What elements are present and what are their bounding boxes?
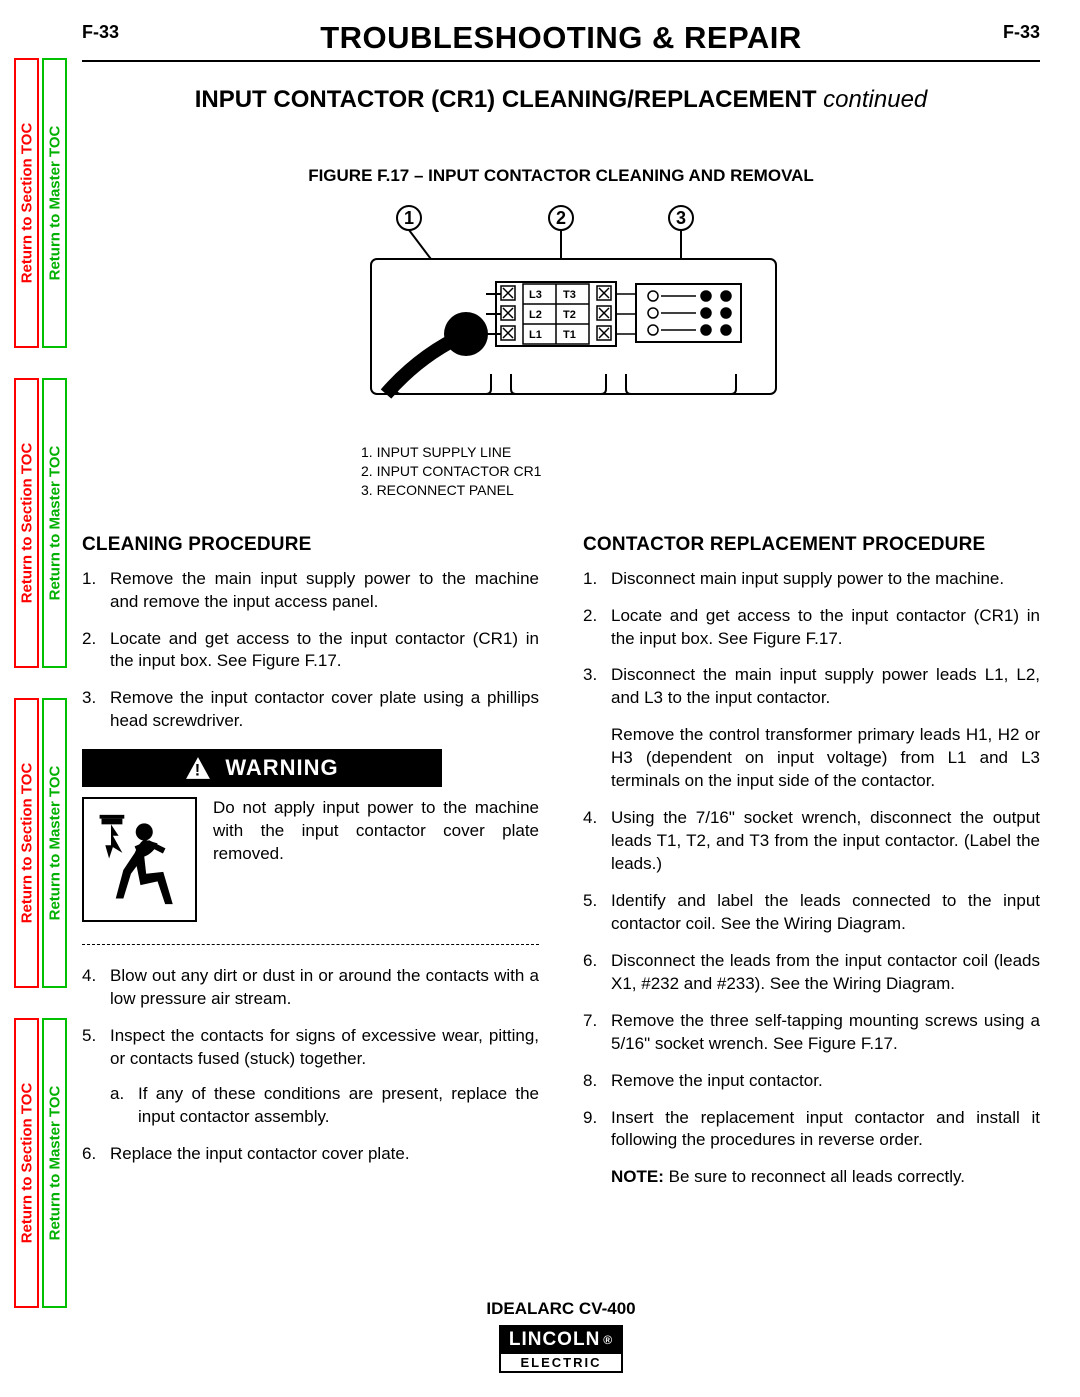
svg-text:T3: T3 <box>563 289 576 301</box>
legend-item: 1. INPUT SUPPLY LINE <box>361 443 821 462</box>
subtitle-main: INPUT CONTACTOR (CR1) CLEANING/REPLACEME… <box>195 86 823 113</box>
cleaning-step: Replace the input contactor cover plate. <box>82 1143 539 1166</box>
replacement-note: NOTE: Be sure to reconnect all leads cor… <box>583 1166 1040 1189</box>
return-master-toc-link[interactable]: Return to Master TOC <box>42 698 67 988</box>
return-section-toc-link[interactable]: Return to Section TOC <box>14 378 39 668</box>
main-title: TROUBLESHOOTING & REPAIR <box>119 20 1003 56</box>
replacement-step: Identify and label the leads connected t… <box>583 890 1040 936</box>
svg-text:L1: L1 <box>529 329 542 341</box>
svg-text:L3: L3 <box>529 289 542 301</box>
replacement-heading: CONTACTOR REPLACEMENT PROCEDURE <box>583 534 1040 556</box>
return-section-toc-link[interactable]: Return to Section TOC <box>14 698 39 988</box>
return-master-toc-link[interactable]: Return to Master TOC <box>42 1018 67 1308</box>
registered-icon: ® <box>603 1333 613 1347</box>
callout-1: 1 <box>404 208 414 228</box>
svg-text:T2: T2 <box>563 309 576 321</box>
cleaning-heading: CLEANING PROCEDURE <box>82 534 539 556</box>
subtitle: INPUT CONTACTOR (CR1) CLEANING/REPLACEME… <box>82 86 1040 114</box>
model-name: IDEALARC CV-400 <box>82 1299 1040 1319</box>
cleaning-step: Remove the main input supply power to th… <box>82 568 539 614</box>
left-column: CLEANING PROCEDURE Remove the main input… <box>82 534 539 1190</box>
callout-3: 3 <box>676 208 686 228</box>
page-code-right: F-33 <box>1003 22 1040 43</box>
replacement-step: Remove the input contactor. <box>583 1070 1040 1093</box>
figure-caption: FIGURE F.17 – INPUT CONTACTOR CLEANING A… <box>82 166 1040 186</box>
legend-item: 2. INPUT CONTACTOR CR1 <box>361 462 821 481</box>
replacement-extra-para: Remove the control transformer primary l… <box>583 724 1040 793</box>
warning-bar: ! WARNING <box>82 749 442 787</box>
return-section-toc-link[interactable]: Return to Section TOC <box>14 1018 39 1308</box>
brand-top: LINCOLN <box>509 1329 600 1351</box>
brand-logo: LINCOLN® ELECTRIC <box>499 1325 623 1373</box>
legend-item: 3. RECONNECT PANEL <box>361 481 821 500</box>
figure-diagram: 1 2 3 <box>301 204 821 429</box>
cleaning-step: Remove the input contactor cover plate u… <box>82 687 539 733</box>
diagram-legend: 1. INPUT SUPPLY LINE 2. INPUT CONTACTOR … <box>301 443 821 500</box>
cleaning-substep: If any of these conditions are present, … <box>110 1083 539 1129</box>
return-section-toc-link[interactable]: Return to Section TOC <box>14 58 39 348</box>
right-column: CONTACTOR REPLACEMENT PROCEDURE Disconne… <box>583 534 1040 1190</box>
cleaning-step: Blow out any dirt or dust in or around t… <box>82 965 539 1011</box>
replacement-step: Insert the replacement input contactor a… <box>583 1107 1040 1153</box>
page-footer: IDEALARC CV-400 LINCOLN® ELECTRIC <box>82 1299 1040 1373</box>
return-master-toc-link[interactable]: Return to Master TOC <box>42 378 67 668</box>
replacement-step: Disconnect main input supply power to th… <box>583 568 1040 591</box>
replacement-step: Remove the three self-tapping mounting s… <box>583 1010 1040 1056</box>
cleaning-step: Locate and get access to the input conta… <box>82 628 539 674</box>
warning-label: WARNING <box>225 755 338 781</box>
warning-triangle-icon: ! <box>185 756 211 780</box>
warning-text: Do not apply input power to the machine … <box>213 797 539 866</box>
replacement-step: Disconnect the leads from the input cont… <box>583 950 1040 996</box>
subtitle-continued: continued <box>823 86 927 113</box>
return-master-toc-link[interactable]: Return to Master TOC <box>42 58 67 348</box>
replacement-step: Using the 7/16" socket wrench, disconnec… <box>583 807 1040 876</box>
page-code-left: F-33 <box>82 22 119 43</box>
brand-bottom: ELECTRIC <box>499 1354 623 1373</box>
shock-hazard-icon <box>82 797 197 922</box>
replacement-step: Disconnect the main input supply power l… <box>583 664 1040 710</box>
title-rule <box>82 60 1040 62</box>
cleaning-step: Inspect the contacts for signs of excess… <box>82 1025 539 1129</box>
svg-text:!: ! <box>195 762 202 780</box>
svg-text:L2: L2 <box>529 309 542 321</box>
svg-text:T1: T1 <box>563 329 576 341</box>
note-label: NOTE: <box>611 1167 664 1186</box>
callout-2: 2 <box>556 208 566 228</box>
dashed-divider <box>82 944 539 945</box>
note-text: Be sure to reconnect all leads correctly… <box>664 1167 965 1186</box>
replacement-step: Locate and get access to the input conta… <box>583 605 1040 651</box>
